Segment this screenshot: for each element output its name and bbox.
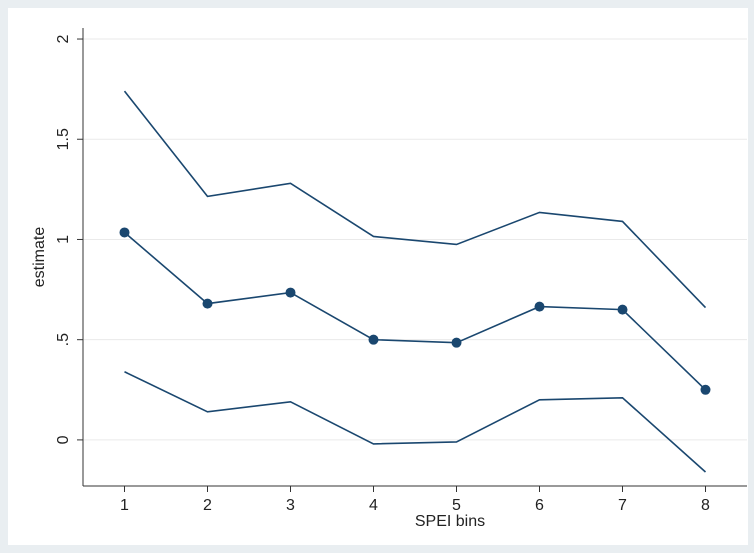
y-tick-label: 2 xyxy=(55,34,72,43)
point xyxy=(617,304,628,315)
y-tick-label: .5 xyxy=(55,333,72,346)
graph-region xyxy=(8,8,748,545)
x-tick-label: 3 xyxy=(286,497,295,514)
y-tick-label: 1 xyxy=(55,235,72,244)
x-tick-label: 6 xyxy=(535,497,544,514)
point xyxy=(119,227,130,238)
x-tick-label: 4 xyxy=(369,497,378,514)
point xyxy=(368,334,379,345)
point xyxy=(285,287,296,298)
point xyxy=(451,337,462,348)
point xyxy=(534,301,545,312)
x-tick-label: 1 xyxy=(120,497,129,514)
x-tick-label: 2 xyxy=(203,497,212,514)
y-tick-label: 1.5 xyxy=(55,128,72,150)
y-axis-title: estimate xyxy=(31,227,48,288)
series-line xyxy=(123,231,707,391)
series-line xyxy=(123,90,707,309)
x-tick-label: 5 xyxy=(452,497,461,514)
x-axis-title: SPEI bins xyxy=(415,513,485,530)
x-tick-label: 8 xyxy=(701,497,710,514)
x-tick-label: 7 xyxy=(618,497,627,514)
point xyxy=(202,298,213,309)
y-tick-label: 0 xyxy=(55,435,72,444)
point xyxy=(700,384,711,395)
series-line xyxy=(124,371,707,473)
